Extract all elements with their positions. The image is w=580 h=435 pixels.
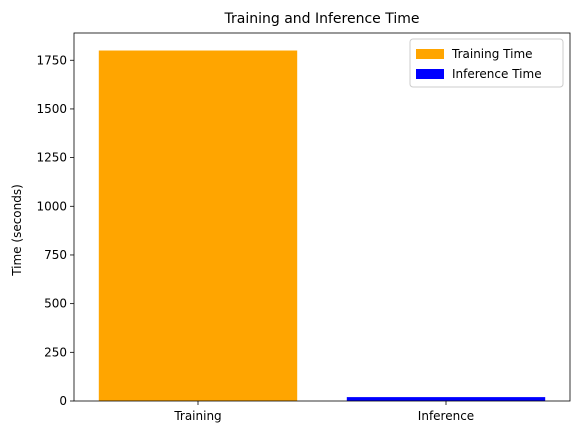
y-axis-label: Time (seconds) <box>10 184 24 277</box>
legend-label: Training Time <box>451 47 533 61</box>
y-tick-label: 0 <box>59 394 67 408</box>
legend-label: Inference Time <box>452 67 542 81</box>
y-tick-label: 500 <box>44 297 67 311</box>
legend-swatch <box>416 49 444 59</box>
legend-swatch <box>416 69 444 79</box>
legend-box <box>409 38 564 88</box>
chart-title: Training and Inference Time <box>224 11 420 27</box>
bar-training <box>98 50 298 402</box>
plot-area: 0 250 500 750 1000 1250 1500 1750 Training Infere… <box>36 32 571 423</box>
x-tick-label: Inference <box>418 409 474 423</box>
y-tick-label: 1250 <box>36 151 67 165</box>
axes-frame <box>73 32 571 402</box>
bar-inference <box>346 397 546 401</box>
x-tick-label: Training <box>173 409 221 423</box>
y-tick-label: 750 <box>44 248 67 262</box>
y-tick-label: 1500 <box>36 102 67 116</box>
y-tick-label: 1000 <box>36 199 67 213</box>
y-tick-label: 1750 <box>36 53 67 67</box>
y-tick-label: 250 <box>44 345 67 359</box>
legend: Training Time Inference Time <box>409 38 564 88</box>
